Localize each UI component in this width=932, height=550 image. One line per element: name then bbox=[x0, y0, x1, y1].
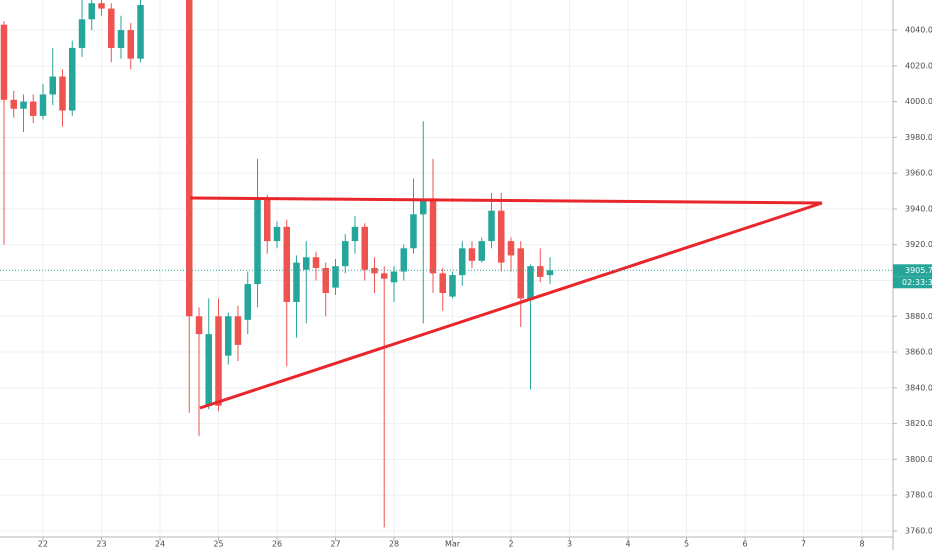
candle-body bbox=[429, 199, 437, 274]
axes: 3760.0 3780.0 3800.0 3820.0 3840.0 3860.0 3880… bbox=[38, 26, 932, 549]
x-tick-label: 6 bbox=[742, 540, 747, 549]
x-tick-label: 27 bbox=[330, 540, 340, 549]
candle-body bbox=[137, 5, 144, 59]
y-tick-label: 3760.0 bbox=[905, 526, 932, 535]
y-tick-label: 4040.0 bbox=[905, 26, 932, 35]
candle-body bbox=[371, 267, 378, 274]
candle-body bbox=[390, 271, 398, 283]
countdown-label: 02:33:34 bbox=[902, 278, 932, 287]
candle-body bbox=[507, 241, 515, 256]
x-tick-label: 22 bbox=[38, 540, 48, 549]
x-tick-label: 3 bbox=[567, 540, 572, 549]
x-tick-label: 7 bbox=[801, 540, 806, 549]
candle-body bbox=[322, 267, 329, 294]
triangle-drawing bbox=[189, 196, 823, 410]
candle-body bbox=[517, 248, 525, 299]
candle-body bbox=[205, 334, 212, 406]
y-tick-label: 4000.0 bbox=[905, 97, 932, 106]
support-line bbox=[199, 201, 823, 410]
candle-body bbox=[49, 76, 57, 95]
y-tick-label: 3880.0 bbox=[905, 312, 932, 321]
candle-body bbox=[215, 316, 222, 406]
candle-body bbox=[497, 210, 505, 263]
candle-body bbox=[117, 30, 125, 48]
x-tick-label: 2 bbox=[508, 540, 513, 549]
candle-body bbox=[0, 24, 8, 100]
last-price-box bbox=[893, 264, 932, 277]
grid bbox=[0, 0, 893, 537]
x-tick-label: 28 bbox=[389, 540, 399, 549]
y-tick-label: 3940.0 bbox=[905, 204, 932, 213]
x-tick-label: 25 bbox=[213, 540, 223, 549]
candle-body bbox=[439, 273, 446, 294]
candle-body bbox=[195, 316, 203, 335]
candle-body bbox=[29, 101, 37, 116]
candle-body bbox=[98, 3, 105, 9]
x-tick-label: 24 bbox=[155, 540, 165, 549]
resistance-line bbox=[189, 196, 823, 205]
candle-body bbox=[234, 316, 242, 345]
candle-body bbox=[302, 257, 310, 270]
candle-body bbox=[59, 76, 66, 111]
candle-body bbox=[410, 214, 417, 249]
x-tick-label: 4 bbox=[625, 540, 630, 549]
candle-body bbox=[78, 19, 86, 48]
candle-body bbox=[127, 30, 134, 59]
candle-body bbox=[108, 8, 115, 48]
candle-body bbox=[400, 248, 408, 272]
x-tick-label: 23 bbox=[96, 540, 106, 549]
candle-body bbox=[39, 94, 47, 116]
y-tick-label: 4020.0 bbox=[905, 61, 932, 70]
candles bbox=[0, 0, 554, 528]
candle-body bbox=[546, 270, 554, 276]
candle-body bbox=[536, 266, 544, 277]
candle-body bbox=[273, 226, 281, 242]
candle-body bbox=[225, 316, 232, 356]
candle-body bbox=[20, 101, 27, 109]
last-price-label: 3905.7 bbox=[905, 266, 932, 275]
countdown-box bbox=[893, 276, 932, 289]
y-tick-label: 3980.0 bbox=[905, 133, 932, 142]
candle-body bbox=[254, 198, 261, 285]
x-tick-label: 5 bbox=[684, 540, 689, 549]
candle-body bbox=[68, 47, 76, 111]
y-tick-label: 3780.0 bbox=[905, 491, 932, 500]
y-tick-label: 3960.0 bbox=[905, 169, 932, 178]
x-tick-label: 26 bbox=[272, 540, 282, 549]
candle-body bbox=[419, 199, 427, 215]
y-tick-label: 3920.0 bbox=[905, 240, 932, 249]
candle-body bbox=[293, 262, 300, 302]
candle-body bbox=[468, 248, 476, 261]
candle-body bbox=[488, 210, 495, 242]
candle-body bbox=[449, 275, 456, 297]
y-tick-label: 3860.0 bbox=[905, 348, 932, 357]
candle-body bbox=[283, 226, 291, 302]
candle-body bbox=[88, 3, 95, 20]
candle-body bbox=[332, 266, 339, 288]
candle-body bbox=[185, 0, 193, 317]
x-tick-label: 8 bbox=[859, 540, 864, 549]
candle-body bbox=[361, 226, 368, 270]
candle-body bbox=[244, 284, 251, 320]
candle-body bbox=[342, 241, 349, 267]
x-tick-label: Mar bbox=[445, 540, 461, 549]
y-tick-label: 3820.0 bbox=[905, 419, 932, 428]
candle-body bbox=[312, 257, 320, 268]
candle-body bbox=[527, 266, 534, 301]
candle-body bbox=[380, 273, 388, 279]
candle-body bbox=[351, 226, 359, 242]
candle-body bbox=[459, 248, 466, 276]
y-tick-label: 3840.0 bbox=[905, 383, 932, 392]
candle-body bbox=[10, 99, 17, 109]
y-tick-label: 3800.0 bbox=[905, 455, 932, 464]
candle-body bbox=[478, 241, 485, 261]
candle-body bbox=[263, 198, 271, 242]
